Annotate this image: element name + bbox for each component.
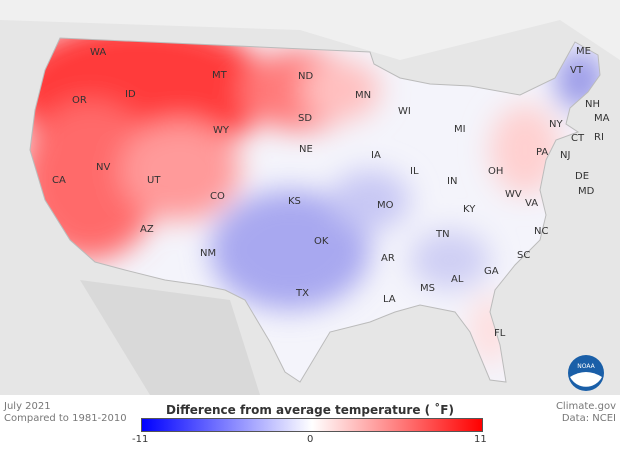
state-label-nd: ND [298,71,313,82]
credit-source: Climate.gov [555,401,616,412]
state-label-nj: NJ [560,150,570,161]
caption-period: July 2021 [4,401,51,412]
state-label-wa: WA [90,47,106,58]
state-label-sc: SC [517,250,530,261]
state-label-ar: AR [381,253,395,264]
state-label-mt: MT [212,70,228,81]
state-label-mo: MO [377,200,394,211]
state-label-wy: WY [213,125,230,136]
legend-mid-label: 0 [307,434,314,445]
state-label-de: DE [575,171,589,182]
state-label-ne: NE [299,144,313,155]
state-label-la: LA [383,294,396,305]
state-label-ut: UT [147,175,161,186]
credit: Climate.gov Data: NCEI [556,401,616,425]
legend-colorbar [141,418,483,432]
state-label-pa: PA [536,147,548,158]
state-label-az: AZ [140,224,154,235]
credit-data: Data: NCEI [561,413,616,424]
state-label-wv: WV [505,189,522,200]
state-label-vt: VT [570,65,584,76]
noaa-logo: NOAA [568,355,604,391]
state-label-ms: MS [420,283,435,294]
state-label-mi: MI [454,124,466,135]
state-label-nh: NH [585,99,600,110]
temperature-anomaly-map: WA OR ID MT ND MN WY SD WI MI NV CA UT NE IA CO KS MO IL IN… [0,0,620,395]
state-label-nm: NM [200,248,216,259]
mexico [80,280,260,395]
state-label-ri: RI [594,132,604,143]
state-label-or: OR [72,95,87,106]
legend-max-label: 11 [474,434,487,445]
state-label-tx: TX [295,288,309,299]
noaa-logo-text: NOAA [577,363,595,370]
state-label-ca: CA [52,175,66,186]
state-label-nv: NV [96,162,110,173]
state-label-fl: FL [494,328,506,339]
state-label-co: CO [210,191,225,202]
state-label-ga: GA [484,266,499,277]
state-label-al: AL [451,274,464,285]
state-label-ny: NY [549,119,563,130]
state-label-mn: MN [355,90,371,101]
state-label-in: IN [447,176,457,187]
state-label-va: VA [525,198,538,209]
state-label-ct: CT [571,133,585,144]
state-label-nc: NC [534,226,548,237]
state-label-me: ME [576,46,591,57]
state-label-id: ID [125,89,136,100]
state-label-sd: SD [298,113,312,124]
caption: July 2021 Compared to 1981-2010 [4,401,127,425]
state-label-tn: TN [435,229,450,240]
caption-baseline: Compared to 1981-2010 [4,413,127,424]
canada [0,0,620,60]
state-label-ky: KY [463,204,476,215]
state-label-wi: WI [398,106,411,117]
state-label-oh: OH [488,166,503,177]
legend-title: Difference from average temperature ( ˚F… [166,403,454,417]
state-label-md: MD [578,186,595,197]
legend-min-label: -11 [132,434,149,445]
state-label-ia: IA [371,150,381,161]
state-label-ok: OK [314,236,329,247]
state-label-ma: MA [594,113,610,124]
state-label-il: IL [410,166,419,177]
state-label-ks: KS [288,196,301,207]
